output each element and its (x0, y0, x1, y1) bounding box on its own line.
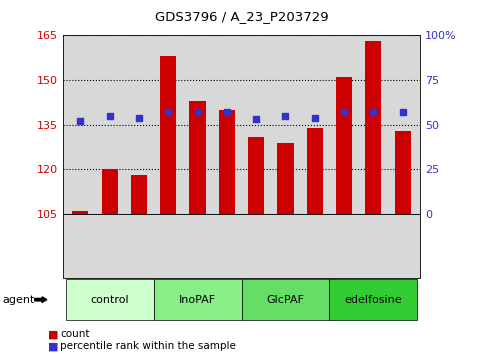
Text: percentile rank within the sample: percentile rank within the sample (60, 341, 236, 351)
Bar (277, 143, 294, 214)
Text: ■: ■ (48, 341, 59, 351)
Point (340, 109, 348, 115)
Bar (248, 137, 264, 214)
Bar (395, 131, 411, 214)
Point (369, 109, 377, 115)
Text: ■: ■ (48, 329, 59, 339)
Point (76, 118, 84, 124)
Bar (365, 41, 382, 214)
Bar (101, 170, 118, 214)
Text: GDS3796 / A_23_P203729: GDS3796 / A_23_P203729 (155, 10, 328, 23)
Point (223, 109, 231, 115)
Text: GlcPAF: GlcPAF (267, 295, 304, 305)
Bar (336, 77, 352, 214)
Point (282, 113, 289, 119)
Point (194, 109, 201, 115)
Point (106, 113, 114, 119)
Text: InoPAF: InoPAF (179, 295, 216, 305)
Bar (307, 128, 323, 214)
Point (399, 109, 407, 115)
Point (311, 115, 319, 120)
Bar (189, 101, 206, 214)
Point (135, 115, 143, 120)
Text: agent: agent (2, 295, 35, 305)
Bar (72, 211, 88, 214)
Text: control: control (90, 295, 129, 305)
Point (164, 109, 172, 115)
Bar (131, 176, 147, 214)
Bar (219, 110, 235, 214)
Text: count: count (60, 329, 90, 339)
Bar (160, 56, 176, 214)
Point (252, 116, 260, 122)
Text: edelfosine: edelfosine (344, 295, 402, 305)
